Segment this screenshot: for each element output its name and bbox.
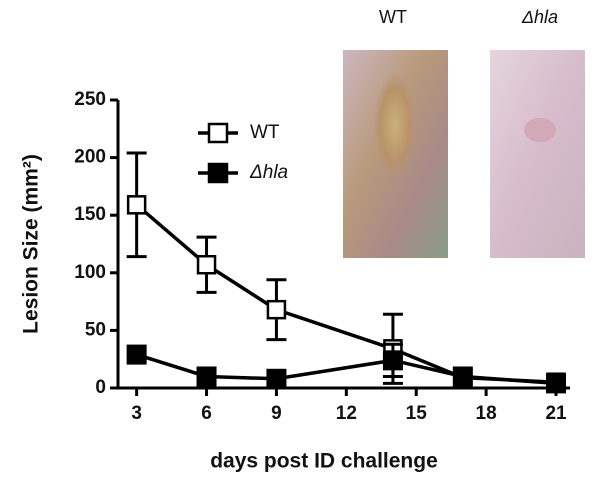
point xyxy=(382,350,403,371)
point xyxy=(196,254,217,275)
legend-marker xyxy=(207,162,229,184)
x-tick-label: 9 xyxy=(271,403,282,424)
y-tick-label: 150 xyxy=(74,204,106,225)
y-tick-label: 200 xyxy=(74,147,106,168)
x-tick-label: 18 xyxy=(476,403,497,424)
y-tick-label: 50 xyxy=(85,319,106,340)
point xyxy=(196,366,217,387)
y-tick-label: 100 xyxy=(74,262,106,283)
x-tick-label: 21 xyxy=(545,403,567,424)
series-line xyxy=(136,352,557,386)
hla-spot xyxy=(524,118,556,142)
photo-label: WT xyxy=(379,7,407,27)
point xyxy=(546,373,567,394)
legend-label: WT xyxy=(250,122,280,143)
x-axis-title: days post ID challenge xyxy=(210,450,438,473)
x-tick-label: 6 xyxy=(201,403,212,424)
x-tick-label: 15 xyxy=(406,403,428,424)
photo-label: Δhla xyxy=(521,7,558,27)
hla-photo xyxy=(490,50,585,258)
x-tick-label: 3 xyxy=(131,403,142,424)
y-tick-label: 0 xyxy=(95,377,106,398)
legend-marker xyxy=(207,122,229,144)
x-tick-label: 12 xyxy=(336,403,357,424)
point xyxy=(126,195,147,215)
legend-label: Δhla xyxy=(249,162,288,183)
y-axis-title: Lesion Size (mm²) xyxy=(20,154,43,334)
y-tick-label: 250 xyxy=(74,89,106,110)
point xyxy=(266,368,287,389)
point xyxy=(266,299,287,320)
photos xyxy=(343,50,585,258)
point xyxy=(126,344,147,365)
wt-lesion xyxy=(365,65,425,215)
point xyxy=(452,366,473,387)
